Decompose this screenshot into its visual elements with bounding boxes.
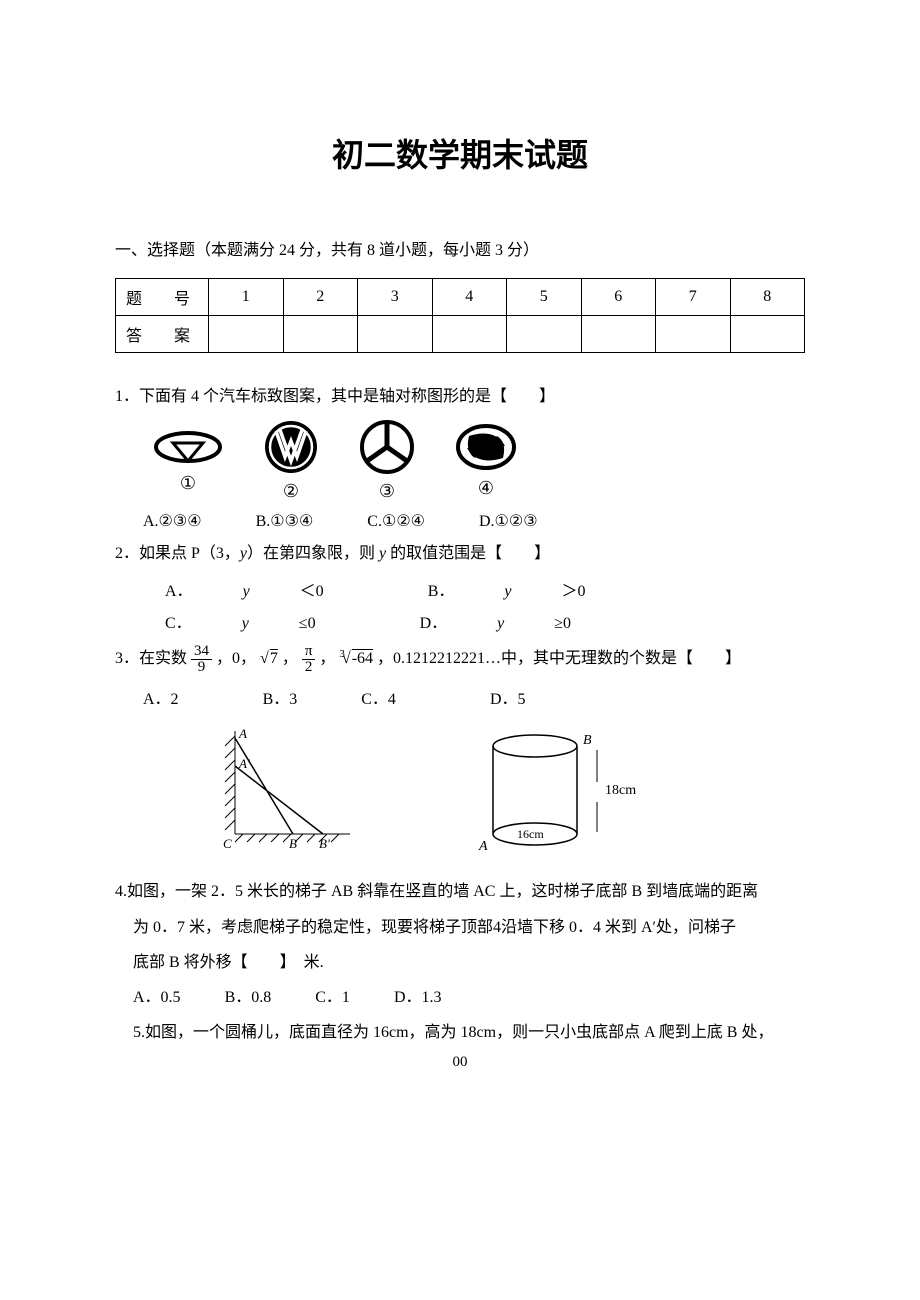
q1-logos: ① ② ③ ④ [153, 419, 805, 502]
section-heading: 一、选择题（本题满分 24 分，共有 8 道小题，每小题 3 分） [115, 236, 805, 260]
text: 3．在实数 [115, 650, 187, 667]
label-B: B [289, 836, 297, 851]
opt: A.②③④ [143, 506, 202, 538]
table-cell [209, 316, 284, 353]
table-col: 1 [209, 279, 284, 316]
q4-opts: A．0.5 B．0.8 C．1 D．1.3 [133, 980, 805, 1015]
label-Ap: A' [238, 756, 250, 771]
text: ， [282, 650, 298, 667]
page-title: 初二数学期末试题 [115, 130, 805, 176]
vw-icon [263, 419, 319, 475]
sqrt: √7 [260, 650, 278, 667]
table-cell [730, 316, 805, 353]
q3-stem: 3．在实数 349 ，0， √7 ， π2 ， 3√-64 ，0.1212212… [115, 640, 805, 678]
text: 的取值范围是【 】 [386, 545, 550, 562]
q4-line: 为 0．7 米，考虑爬梯子的稳定性，现要将梯子顶部4沿墙下移 0．4 米到 A′… [133, 910, 805, 945]
opt: C．1 [315, 980, 350, 1015]
opt: B.①③④ [256, 506, 314, 538]
table-cell [432, 316, 507, 353]
label-diameter: 16cm [517, 827, 544, 841]
opt: B．0.8 [225, 980, 272, 1015]
text: ， [319, 650, 335, 667]
mercedes-icon [359, 419, 415, 475]
q2-stem: 2．如果点 P（3，y）在第四象限，则 y 的取值范围是【 】 [115, 538, 805, 570]
text: ）在第四象限，则 [247, 545, 379, 562]
text: ，0， [216, 650, 256, 667]
opt: B．3 [263, 684, 298, 716]
table-label: 答 案 [116, 316, 209, 353]
opt: A．2 [143, 684, 179, 716]
opt: A．0.5 [133, 980, 181, 1015]
opt: B．y＞0 [428, 576, 636, 608]
table-col: 4 [432, 279, 507, 316]
q2-opts: A．y＜0 B．y＞0 C．y≤0 D．y≥0 [165, 576, 805, 640]
q1-opts: A.②③④ B.①③④ C.①②④ D.①②③ [143, 506, 805, 538]
logo-num: ② [283, 481, 299, 502]
opt: C.①②④ [367, 506, 425, 538]
table-col: 5 [507, 279, 582, 316]
logo-num: ① [180, 473, 196, 494]
text: 2．如果点 P（3， [115, 545, 240, 562]
opt: D.①②③ [479, 506, 538, 538]
table-col: 8 [730, 279, 805, 316]
table-col: 6 [581, 279, 656, 316]
figure-row: A A' C B B' B A 18cm 16cm [195, 726, 805, 856]
q1-stem: 1．下面有 4 个汽车标致图案，其中是轴对称图形的是【 】 [115, 381, 805, 413]
label-B: B [583, 733, 592, 748]
answer-table: 题 号 1 2 3 4 5 6 7 8 答 案 [115, 278, 805, 353]
table-col: 2 [283, 279, 358, 316]
opt: D．y≥0 [420, 608, 621, 640]
table-cell [358, 316, 433, 353]
text: ，0.1212212221…中，其中无理数的个数是【 】 [377, 650, 741, 667]
table-col: 7 [656, 279, 731, 316]
table-cell [283, 316, 358, 353]
q3-opts: A．2 B．3 C．4 D．5 [143, 684, 805, 716]
opt: D．5 [490, 684, 526, 716]
q5-line: 5.如图，一个圆桶儿，底面直径为 16cm，高为 18cm，则一只小虫底部点 A… [133, 1015, 805, 1050]
dongfeng-icon [455, 422, 517, 472]
table-cell [581, 316, 656, 353]
fraction: 349 [191, 644, 212, 675]
logo-num: ③ [379, 481, 395, 502]
infiniti-icon [153, 427, 223, 467]
label-C: C [223, 836, 232, 851]
page-number: 00 [115, 1054, 805, 1071]
label-Bp: B' [319, 836, 330, 851]
var: y [240, 545, 247, 562]
cuberoot: 3√-64 [339, 650, 373, 667]
q4: 4.如图，一架 2．5 米长的梯子 AB 斜靠在竖直的墙 AC 上，这时梯子底部… [133, 874, 805, 1050]
opt: C．y≤0 [165, 608, 366, 640]
q4-line: 4.如图，一架 2．5 米长的梯子 AB 斜靠在竖直的墙 AC 上，这时梯子底部… [133, 874, 805, 909]
label-A: A [478, 839, 488, 854]
label-A: A [238, 726, 247, 741]
ladder-figure: A A' C B B' [195, 726, 365, 856]
logo-num: ④ [478, 478, 494, 499]
q4-line: 底部 B 将外移【 】 米. [133, 945, 805, 980]
opt: D．1.3 [394, 980, 442, 1015]
table-cell [507, 316, 582, 353]
table-label: 题 号 [116, 279, 209, 316]
table-col: 3 [358, 279, 433, 316]
opt: A．y＜0 [165, 576, 374, 608]
fraction: π2 [302, 644, 316, 675]
label-height: 18cm [605, 783, 636, 798]
cylinder-figure: B A 18cm 16cm [475, 726, 665, 856]
table-cell [656, 316, 731, 353]
opt: C．4 [361, 684, 396, 716]
